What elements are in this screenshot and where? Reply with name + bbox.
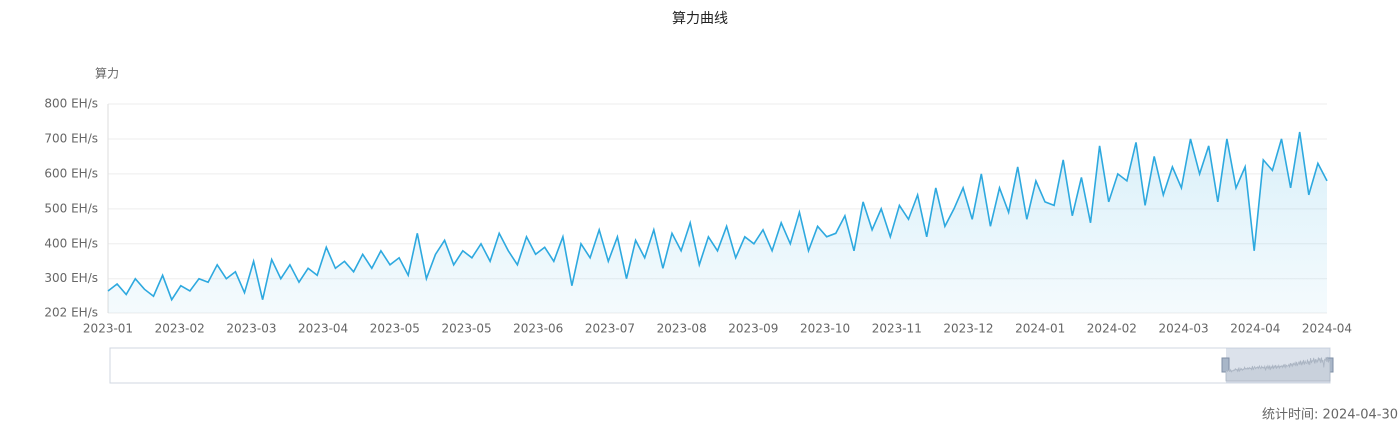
x-tick-label: 2024-01 — [1015, 322, 1065, 336]
line — [107, 131, 1328, 302]
zoom-preview — [1225, 356, 1331, 382]
y-tick-label: 700 EH/s — [44, 131, 98, 145]
x-tick-label: 2023-06 — [513, 322, 563, 336]
y-axis-label: 算力 — [95, 66, 119, 81]
chart-title: 算力曲线 — [672, 11, 728, 27]
x-tick-label: 2024-04 — [1230, 322, 1280, 336]
y-tick-label: 800 EH/s — [44, 97, 98, 111]
x-tick-label: 2023-09 — [728, 322, 778, 336]
x-tick-label: 2024-02 — [1087, 322, 1137, 336]
zoom-slider[interactable] — [109, 347, 1331, 384]
x-tick-label: 2023-07 — [585, 322, 635, 336]
y-tick-label: 500 EH/s — [44, 201, 98, 215]
y-tick-label: 600 EH/s — [44, 166, 98, 180]
area — [108, 132, 1327, 313]
footer: 统计时间: 2024-04-30 — [1262, 408, 1398, 423]
x-tick-label: 2023-12 — [943, 322, 993, 336]
x-tick-label: 2023-04 — [298, 322, 348, 336]
x-tick-label: 2023-02 — [155, 322, 205, 336]
x-tick-label: 2023-05 — [441, 322, 491, 336]
zoom-handle[interactable] — [1221, 357, 1230, 373]
x-tick-label: 2023-03 — [226, 322, 276, 336]
y-tick-label: 300 EH/s — [44, 271, 98, 285]
x-tick-label: 2023-11 — [872, 322, 922, 336]
x-tick-label: 2023-01 — [83, 322, 133, 336]
y-tick-label: 202 EH/s — [44, 306, 98, 320]
y-tick-label: 400 EH/s — [44, 236, 98, 250]
x-tick-label: 2024-04 — [1302, 322, 1352, 336]
x-tick-label: 2023-05 — [370, 322, 420, 336]
x-tick-label: 2023-10 — [800, 322, 850, 336]
x-tick-label: 2023-08 — [657, 322, 707, 336]
x-tick-label: 2024-03 — [1159, 322, 1209, 336]
